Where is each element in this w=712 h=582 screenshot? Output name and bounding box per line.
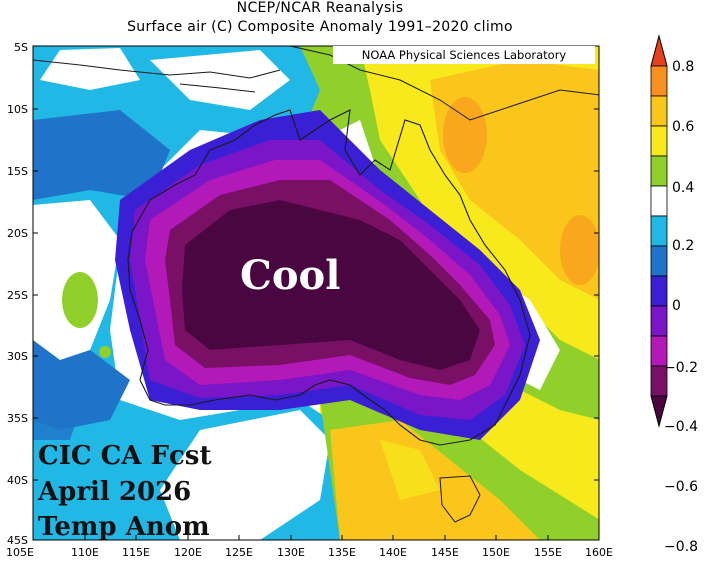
colorbar-segment	[650, 155, 668, 187]
lon-label: 105E	[6, 546, 34, 559]
lon-label: 110E	[71, 546, 99, 559]
colorbar-label: 0.4	[672, 180, 694, 196]
lon-label: 160E	[585, 546, 613, 559]
colorbar-segment	[650, 95, 668, 127]
lat-label: 35S	[7, 412, 28, 425]
map-title: NCEP/NCAR Reanalysis	[236, 0, 404, 16]
colorbar-label: −0.8	[664, 539, 698, 555]
credit-label: NOAA Physical Sciences Laboratory	[333, 46, 595, 64]
lon-label: 155E	[534, 546, 562, 559]
colorbar-label: −0.4	[664, 419, 698, 435]
lat-label: 15S	[7, 165, 28, 178]
lon-label: 130E	[277, 546, 305, 559]
colorbar-arrow-bottom	[650, 395, 668, 428]
colorbar-segment	[650, 215, 668, 247]
lon-label: 140E	[379, 546, 407, 559]
lon-label: 125E	[225, 546, 253, 559]
lat-label: 10S	[7, 103, 28, 116]
lat-label: 20S	[7, 227, 28, 240]
colorbar-segment	[650, 275, 668, 307]
colorbar-segment	[650, 185, 668, 217]
map-subtitle: Surface air (C) Composite Anomaly 1991–2…	[127, 19, 513, 35]
colorbar-label: 0.6	[672, 119, 694, 135]
cool-label: Cool	[240, 252, 341, 299]
colorbar-label: 0.8	[672, 59, 694, 75]
overlay-line: Temp Anom	[38, 512, 210, 542]
lat-label: 40S	[7, 474, 28, 487]
lat-label: 5S	[14, 41, 28, 54]
lon-label: 115E	[122, 546, 150, 559]
colorbar-label: 0.2	[672, 238, 694, 254]
lat-label: 30S	[7, 350, 28, 363]
colorbar-segment	[650, 245, 668, 277]
overlay-line: April 2026	[38, 477, 192, 507]
lon-label: 145E	[431, 546, 459, 559]
colorbar-label: 0	[672, 298, 681, 314]
colorbar-segment	[650, 305, 668, 337]
colorbar	[650, 34, 668, 428]
colorbar-segment	[650, 125, 668, 157]
colorbar-labels: 0.8 0.6 0.4 0.2 0 −0.2 −0.4 −0.6 −0.8	[664, 59, 698, 555]
lon-label: 135E	[328, 546, 356, 559]
colorbar-arrow-top	[650, 34, 668, 67]
anomaly-field	[33, 46, 599, 540]
lat-axis: 5S 10S 15S 20S 25S 30S 35S 40S 45S	[7, 41, 599, 547]
lon-label: 150E	[482, 546, 510, 559]
overlay-line: CIC CA Fcst	[38, 441, 212, 471]
lat-label: 45S	[7, 534, 28, 547]
colorbar-label: −0.6	[664, 479, 698, 495]
colorbar-segment	[650, 65, 668, 97]
lat-label: 25S	[7, 289, 28, 302]
colorbar-label: −0.2	[664, 360, 698, 376]
lon-label: 120E	[174, 546, 202, 559]
lon-axis: 105E 110E 115E 120E 125E 130E 135E 140E …	[6, 535, 613, 559]
